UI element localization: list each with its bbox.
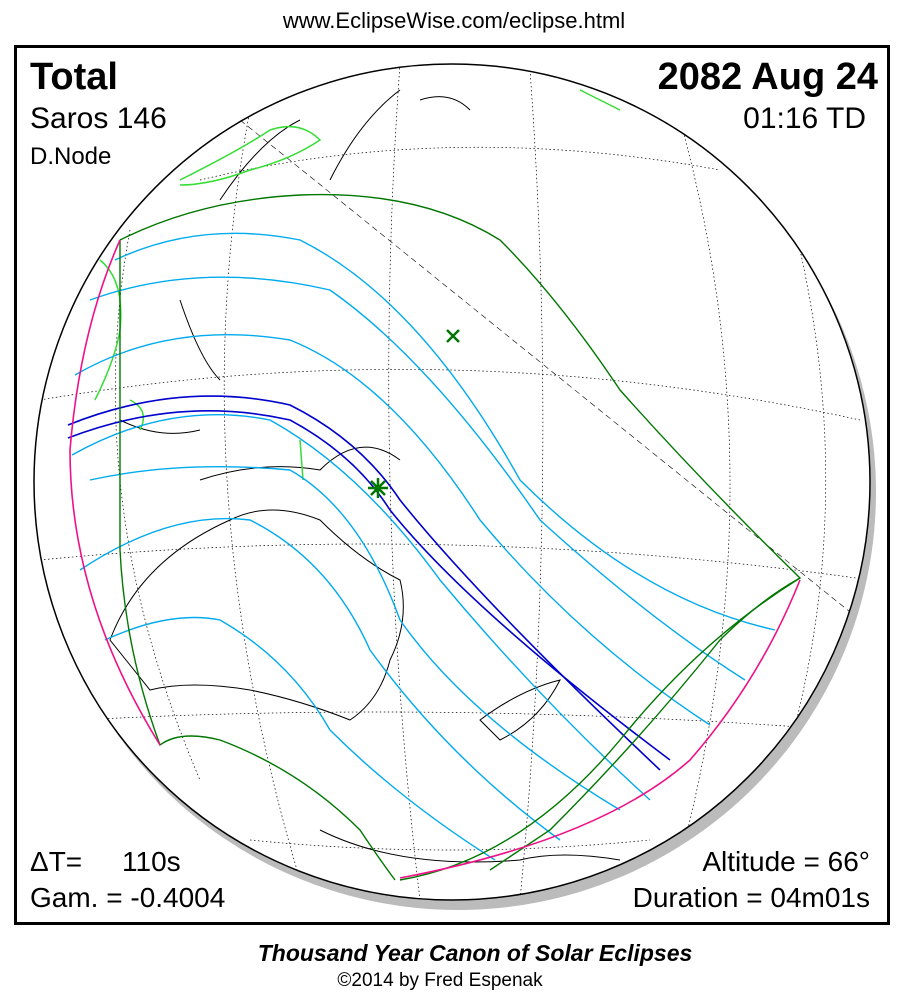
delta-t-value: 110s — [122, 846, 181, 877]
rise-set-limits — [69, 239, 801, 879]
url-header: www.EclipseWise.com/eclipse.html — [282, 8, 626, 33]
outer-limits — [119, 193, 802, 881]
footer-credit: ©2014 by Fred Espenak — [337, 970, 543, 991]
greatest-eclipse-star-icon — [368, 478, 388, 498]
penumbral-lines — [71, 232, 776, 861]
gamma: Gam. = -0.4004 — [30, 882, 226, 913]
node: D.Node — [30, 143, 112, 170]
map-frame — [14, 45, 890, 925]
saros: Saros 146 — [30, 102, 167, 135]
ecliptic-dashed — [239, 119, 861, 621]
duration: Duration = 04m01s — [632, 882, 870, 913]
eclipse-type: Total — [30, 56, 118, 98]
central-path — [67, 395, 671, 771]
delta-t-label: ΔT= — [30, 846, 83, 877]
subsolar-x-icon — [446, 329, 460, 343]
footer-title: Thousand Year Canon of Solar Eclipses — [257, 940, 693, 966]
altitude: Altitude = 66° — [702, 846, 870, 877]
graticule — [39, 64, 870, 900]
eclipse-time: 01:16 TD — [743, 102, 866, 135]
eclipse-date: 2082 Aug 24 — [657, 56, 878, 98]
